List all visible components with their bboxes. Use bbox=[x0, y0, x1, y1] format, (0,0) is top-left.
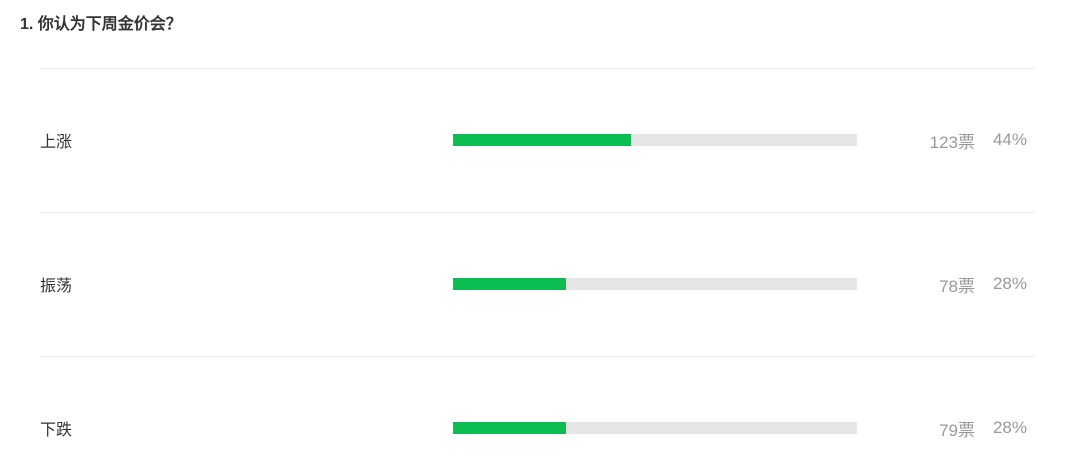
row-divider bbox=[40, 212, 1035, 213]
poll-option-row: 振荡 78票 28% bbox=[0, 212, 1080, 356]
row-divider bbox=[40, 68, 1035, 69]
vote-count: 78票 bbox=[939, 276, 975, 296]
vote-bar-fill bbox=[453, 134, 631, 146]
row-divider bbox=[40, 356, 1035, 357]
poll-option-row: 下跌 79票 28% bbox=[0, 356, 1080, 472]
vote-bar-fill bbox=[453, 278, 567, 290]
vote-percent: 28% bbox=[992, 274, 1027, 293]
vote-bar-track bbox=[453, 134, 857, 146]
vote-bar-fill bbox=[453, 422, 567, 434]
option-label: 振荡 bbox=[40, 278, 73, 295]
poll-option-row: 上涨 123票 44% bbox=[0, 68, 1080, 212]
vote-percent: 44% bbox=[992, 130, 1027, 149]
option-label: 下跌 bbox=[40, 422, 73, 439]
vote-bar-track bbox=[453, 422, 857, 434]
vote-count: 79票 bbox=[939, 420, 975, 440]
vote-bar-track bbox=[453, 278, 857, 290]
option-label: 上涨 bbox=[40, 134, 73, 151]
poll-question-title: 1. 你认为下周金价会？ bbox=[20, 16, 182, 33]
vote-count: 123票 bbox=[929, 132, 975, 152]
vote-percent: 28% bbox=[992, 418, 1027, 437]
